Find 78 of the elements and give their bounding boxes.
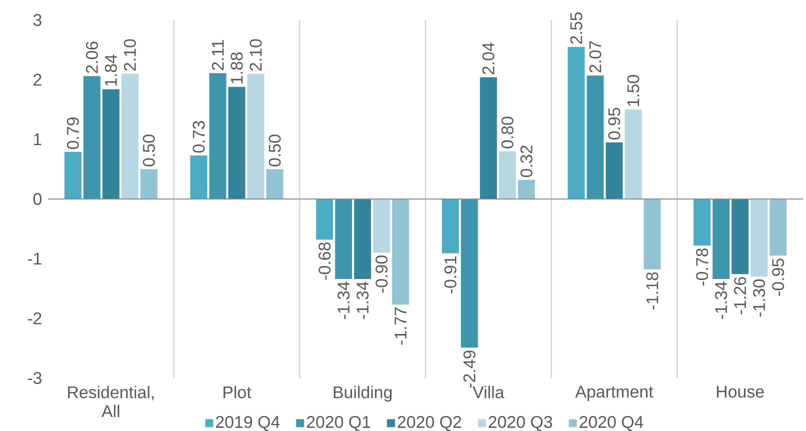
bar xyxy=(373,199,390,253)
y-tick-label: -1 xyxy=(28,252,42,264)
bar xyxy=(335,199,352,279)
y-tick-label: 1 xyxy=(34,134,42,146)
data-label: 2.06 xyxy=(86,42,98,74)
bar xyxy=(442,199,459,254)
bar xyxy=(121,74,138,199)
bar xyxy=(190,155,208,199)
bar xyxy=(64,152,82,199)
bar xyxy=(694,199,711,246)
data-label: -0.90 xyxy=(376,256,388,293)
data-label: 0.80 xyxy=(501,116,514,148)
bar xyxy=(392,199,410,305)
bar xyxy=(209,73,226,199)
data-label: 2.55 xyxy=(570,12,582,44)
legend-label: 2020 Q4 xyxy=(580,416,644,431)
bar xyxy=(460,199,478,348)
data-label: -1.30 xyxy=(753,279,766,317)
data-label: -1.34 xyxy=(715,282,728,320)
bar xyxy=(316,199,334,240)
bar xyxy=(480,77,497,199)
data-label: -1.26 xyxy=(734,277,746,314)
data-label: 1.88 xyxy=(230,52,243,84)
bar xyxy=(498,151,516,199)
data-label: 2.10 xyxy=(124,39,136,71)
bar xyxy=(712,199,730,279)
bar xyxy=(518,180,535,199)
bar xyxy=(624,110,642,199)
data-label: 2.10 xyxy=(250,39,262,71)
data-label: 2.11 xyxy=(212,40,224,70)
y-tick-label: -3 xyxy=(28,372,42,384)
bar xyxy=(586,75,604,199)
bar xyxy=(354,199,372,279)
data-label: 1.84 xyxy=(104,54,117,86)
bar xyxy=(606,142,623,199)
bar xyxy=(770,199,787,256)
x-tick-label: Residential, All xyxy=(68,386,154,418)
bar xyxy=(102,89,120,199)
data-label: -0.78 xyxy=(696,248,708,286)
bar xyxy=(732,199,749,274)
y-tick-label: 0 xyxy=(33,193,42,206)
data-label: 2.04 xyxy=(482,42,494,74)
legend-label: 2020 Q1 xyxy=(306,416,370,431)
legend-label: 2020 Q2 xyxy=(398,416,462,431)
x-tick-label: Apartment xyxy=(575,386,654,402)
data-label: 2.07 xyxy=(589,41,602,72)
legend-label: 2020 Q3 xyxy=(488,416,552,431)
data-label: 0.32 xyxy=(520,146,532,178)
data-label: -0.91 xyxy=(444,256,456,294)
bar xyxy=(140,169,158,199)
x-tick-label: House xyxy=(717,386,764,398)
data-label: -0.95 xyxy=(772,258,784,296)
data-label: -1.18 xyxy=(646,272,658,310)
data-label: 0.95 xyxy=(608,108,620,140)
bar xyxy=(228,86,246,199)
data-label: 0.50 xyxy=(268,134,281,166)
data-label: 0.79 xyxy=(66,118,79,150)
x-tick-label: Villa xyxy=(472,386,504,398)
bar xyxy=(247,74,264,199)
data-label: -1.34 xyxy=(356,282,369,320)
data-label: -2.49 xyxy=(463,350,476,388)
y-tick-label: -2 xyxy=(28,312,42,324)
bar xyxy=(266,169,284,199)
bar xyxy=(83,76,100,199)
data-label: -1.34 xyxy=(338,282,350,320)
bar xyxy=(568,46,585,199)
bar xyxy=(644,199,661,270)
bar xyxy=(750,199,768,277)
y-tick-label: 2 xyxy=(34,74,42,86)
data-label: 0.73 xyxy=(192,121,205,153)
data-label: 1.50 xyxy=(627,74,640,106)
data-label: -1.77 xyxy=(394,308,406,345)
x-tick-label: Plot xyxy=(224,386,252,398)
data-label: -0.68 xyxy=(318,242,331,280)
x-tick-label: Building xyxy=(334,386,392,402)
data-label: 0.50 xyxy=(142,134,155,166)
y-tick-label: 3 xyxy=(33,14,42,26)
legend-label: 2019 Q4 xyxy=(216,416,280,431)
